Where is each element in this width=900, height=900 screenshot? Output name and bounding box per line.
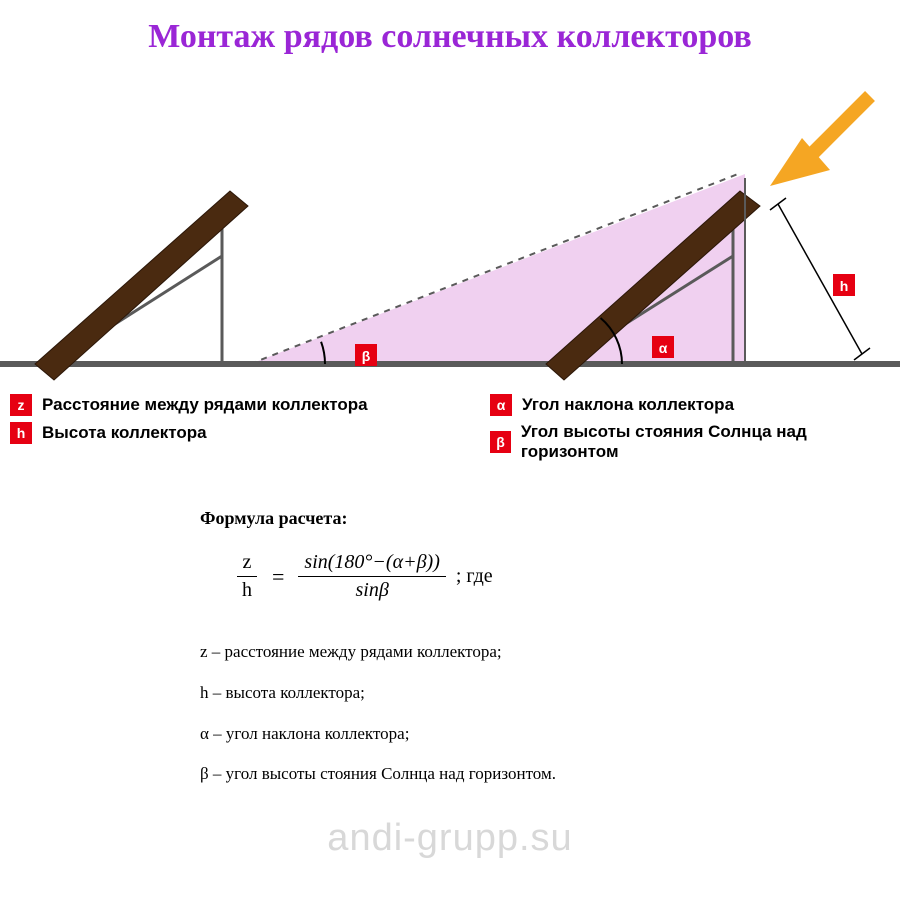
badge-h: h [10, 422, 32, 444]
formula-lhs-den: h [236, 577, 258, 602]
def-alpha: α – угол наклона коллектора; [200, 714, 900, 755]
legend-text-alpha: Угол наклона коллектора [522, 395, 734, 415]
legend-text-z: Расстояние между рядами коллектора [42, 395, 368, 415]
badge-beta: β [490, 431, 511, 453]
beta-badge-text: β [362, 348, 371, 364]
legend-col-left: z Расстояние между рядами коллектора h В… [10, 394, 490, 468]
alpha-badge: α [652, 336, 674, 358]
legend-row-z: z Расстояние между рядами коллектора [10, 394, 490, 416]
legend-row-alpha: α Угол наклона коллектора [490, 394, 890, 416]
legend-text-h: Высота коллектора [42, 423, 207, 443]
badge-z: z [10, 394, 32, 416]
beta-badge: β [355, 344, 377, 366]
h-badge-text: h [840, 278, 849, 294]
formula-rhs-den: sinβ [349, 577, 394, 602]
diagram-svg: β α h [0, 86, 900, 386]
formula-title: Формула расчета: [200, 508, 900, 529]
formula-lhs-num: z [237, 551, 258, 577]
formula-section: Формула расчета: z h = sin(180°−(α+β)) s… [200, 508, 900, 795]
badge-alpha: α [490, 394, 512, 416]
formula-rhs: sin(180°−(α+β)) sinβ [298, 551, 445, 602]
equals-sign: = [272, 564, 284, 590]
definitions: z – расстояние между рядами коллектора; … [200, 632, 900, 795]
formula: z h = sin(180°−(α+β)) sinβ ; где [230, 551, 900, 602]
legend-col-right: α Угол наклона коллектора β Угол высоты … [490, 394, 890, 468]
legend: z Расстояние между рядами коллектора h В… [0, 386, 900, 468]
def-beta: β – угол высоты стояния Солнца над гориз… [200, 754, 900, 795]
watermark: andi-grupp.su [327, 817, 572, 860]
h-bracket-tick1 [770, 198, 786, 210]
legend-row-beta: β Угол высоты стояния Солнца над горизон… [490, 422, 890, 462]
def-h: h – высота коллектора; [200, 673, 900, 714]
page-title: Монтаж рядов солнечных коллекторов [0, 0, 900, 56]
def-z: z – расстояние между рядами коллектора; [200, 632, 900, 673]
alpha-badge-text: α [659, 340, 668, 356]
left-panel [35, 191, 248, 380]
legend-text-beta: Угол высоты стояния Солнца над горизонто… [521, 422, 890, 462]
formula-rhs-num: sin(180°−(α+β)) [298, 551, 445, 577]
diagram: β α h [0, 86, 900, 386]
formula-tail: ; где [456, 565, 493, 588]
sun-arrow-shaft [810, 96, 870, 156]
legend-row-h: h Высота коллектора [10, 422, 490, 444]
h-badge: h [833, 274, 855, 296]
h-bracket-tick2 [854, 348, 870, 360]
formula-lhs: z h [236, 551, 258, 602]
